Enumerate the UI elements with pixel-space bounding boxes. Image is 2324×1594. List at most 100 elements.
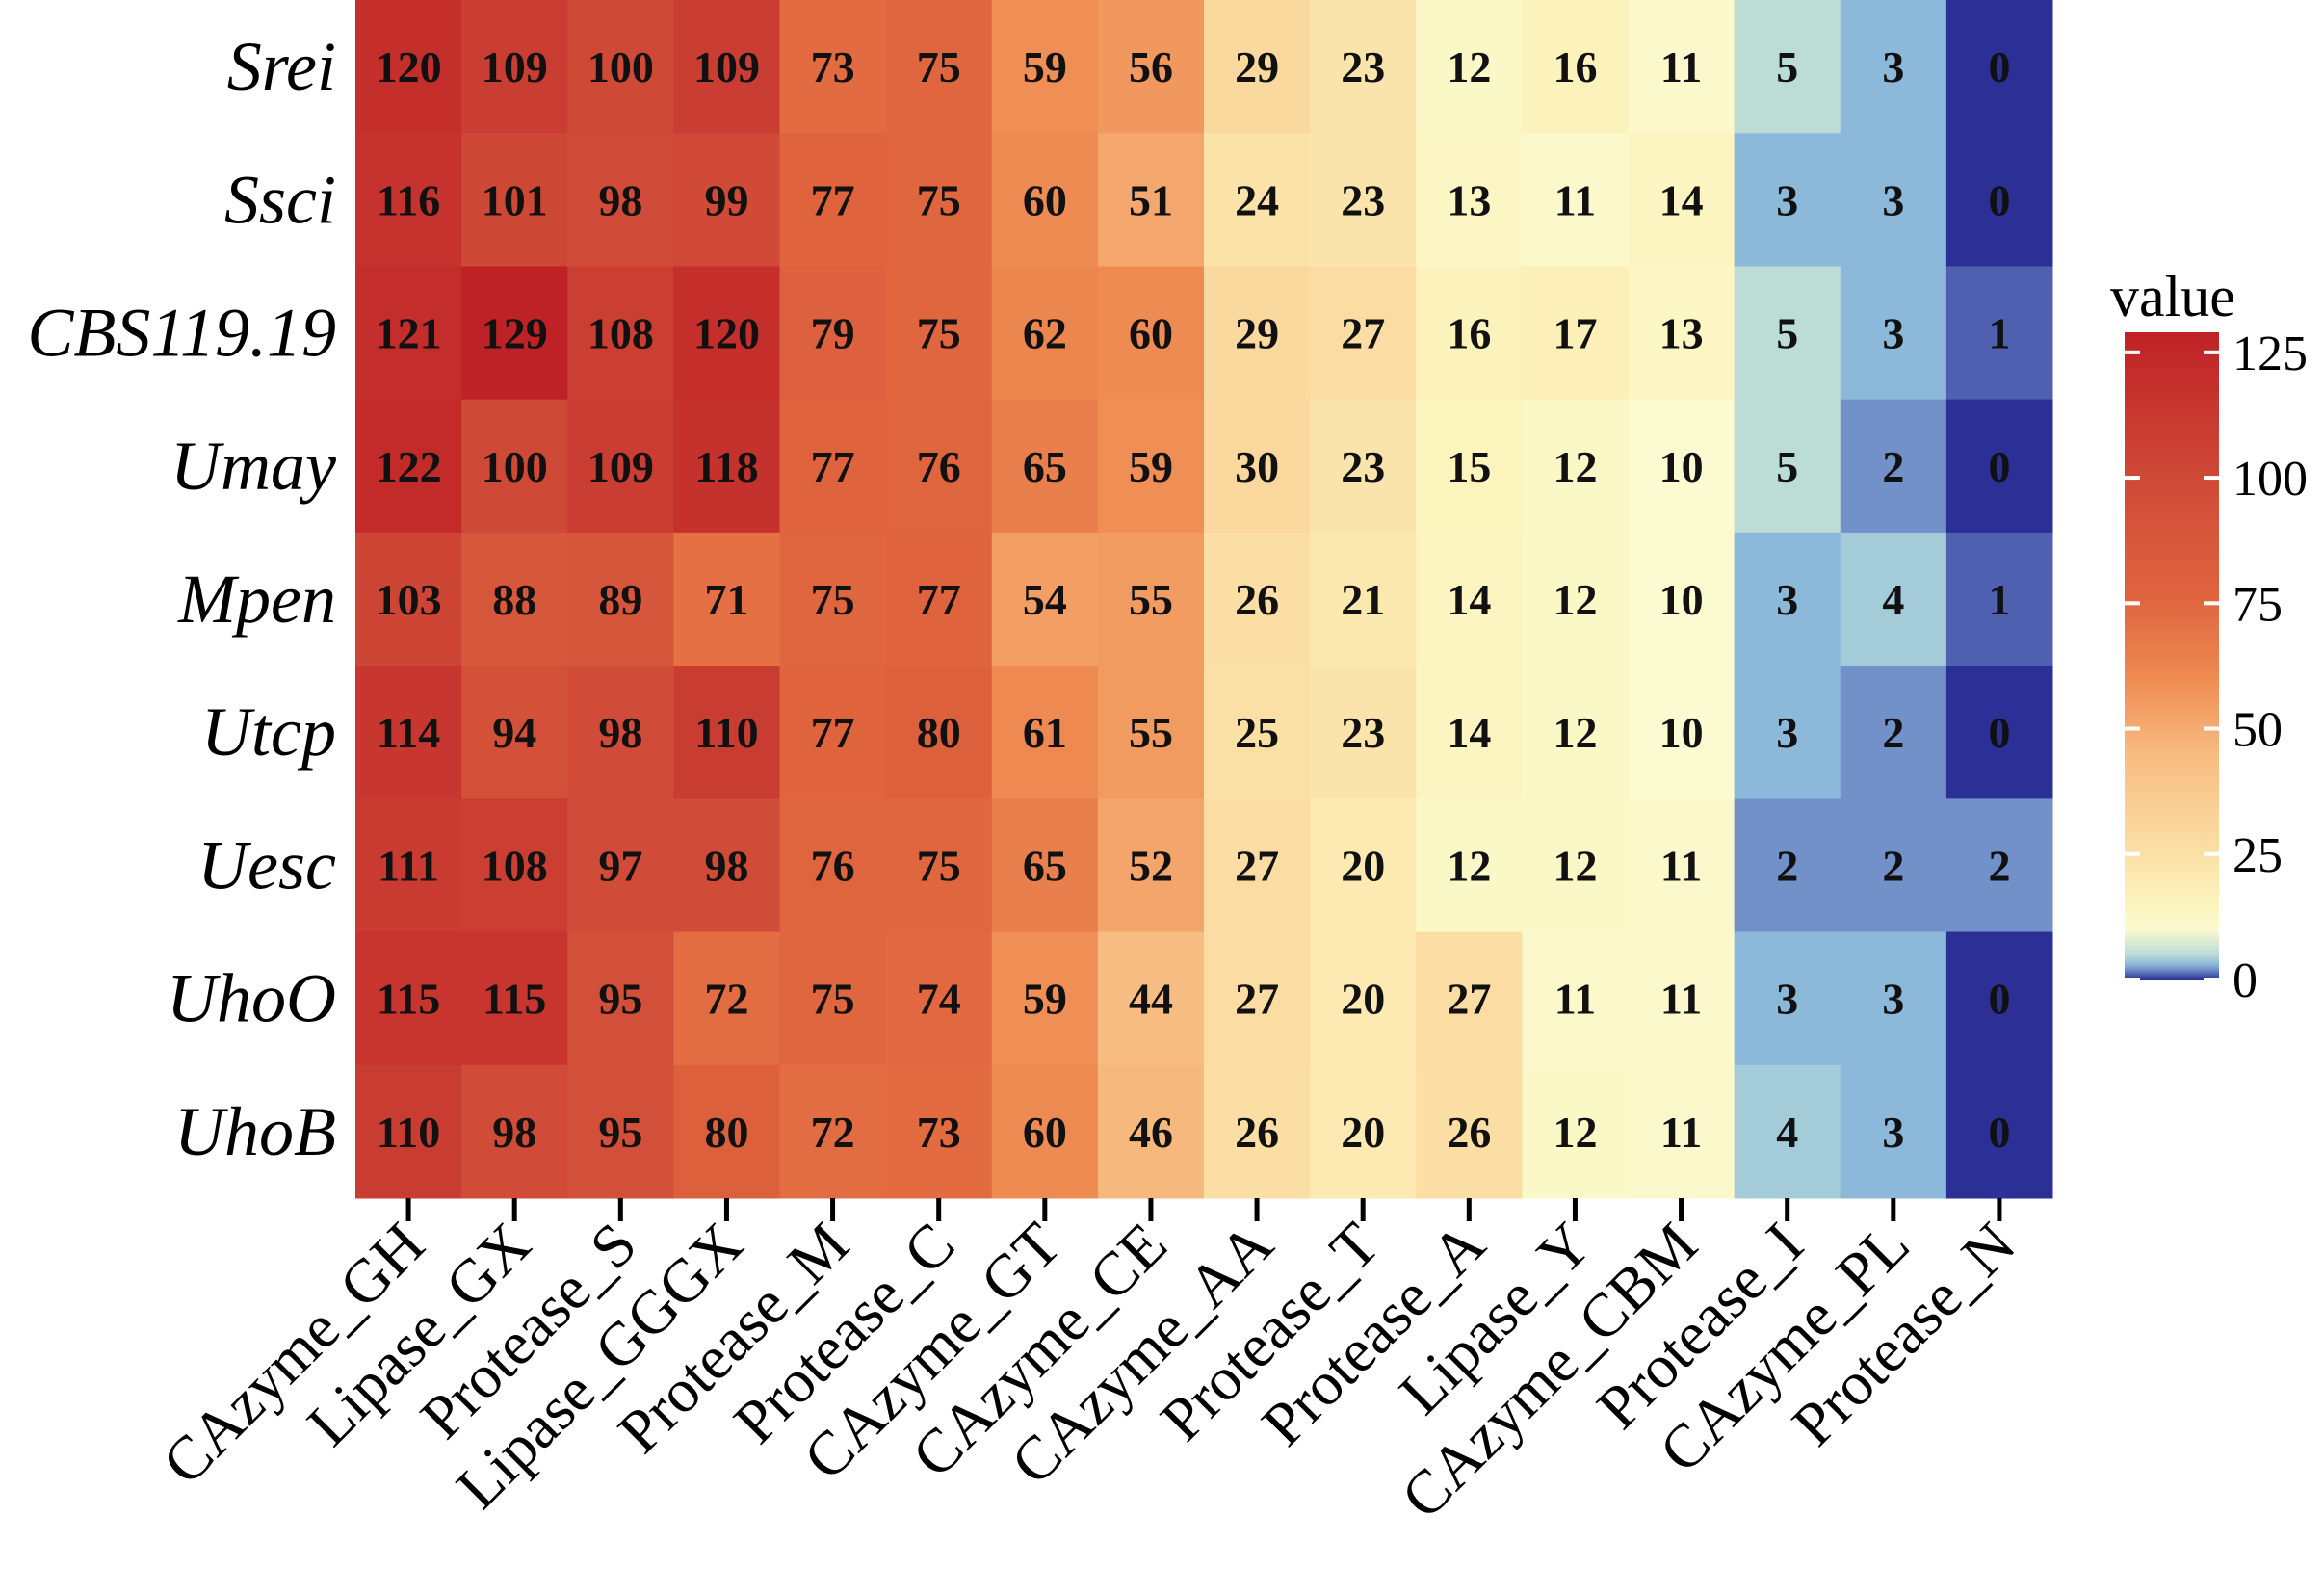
cell-value-label: 26 (1447, 1108, 1491, 1157)
heatmap-cell (1416, 399, 1523, 534)
heatmap-cell (1416, 0, 1523, 134)
heatmap-cell (673, 798, 780, 933)
heatmap-cell (1628, 1064, 1736, 1199)
cell-value-label: 14 (1447, 575, 1491, 624)
cell-value-label: 27 (1235, 841, 1279, 890)
cell-value-label: 71 (704, 575, 748, 624)
heatmap-cell (1945, 666, 2053, 799)
row-label: Uesc (197, 826, 336, 903)
cell-value-label: 11 (1660, 841, 1702, 890)
cell-value-label: 20 (1341, 841, 1385, 890)
cell-value-label: 30 (1235, 442, 1279, 491)
cell-value-label: 16 (1553, 42, 1597, 91)
row-label: Umay (170, 428, 336, 505)
cell-value-label: 51 (1129, 175, 1173, 224)
cell-value-label: 11 (1554, 975, 1596, 1024)
cell-value-label: 23 (1341, 175, 1385, 224)
cell-value-label: 115 (377, 975, 440, 1024)
legend-tick-label: 0 (2233, 954, 2258, 1008)
cell-value-label: 5 (1776, 309, 1798, 358)
heatmap-cell (1945, 0, 2053, 134)
heatmap-cell (1204, 931, 1311, 1066)
heatmap-cell (779, 666, 887, 799)
cell-value-label: 24 (1235, 175, 1279, 224)
heatmap-cell (1097, 399, 1205, 534)
cell-value-label: 23 (1341, 708, 1385, 757)
cell-value-label: 60 (1129, 309, 1173, 358)
cell-value-label: 4 (1882, 575, 1904, 624)
cell-value-label: 3 (1776, 708, 1798, 757)
heatmap-cell (1945, 133, 2053, 267)
heatmap-cell (1310, 931, 1417, 1066)
cell-value-label: 0 (1988, 975, 2010, 1024)
heatmap-cell (1840, 266, 1947, 401)
heatmap-cell (461, 399, 568, 534)
heatmap-cell (461, 133, 568, 267)
row-label: CBS119.19 (27, 295, 336, 372)
heatmap-cell (1097, 266, 1205, 401)
cell-value-label: 14 (1447, 708, 1491, 757)
cell-value-label: 0 (1988, 1108, 2010, 1157)
heatmap-cell (991, 931, 1099, 1066)
row-label: Mpen (177, 561, 336, 638)
cell-value-label: 103 (376, 575, 442, 624)
heatmap-cell (1097, 931, 1205, 1066)
cell-value-label: 129 (482, 309, 548, 358)
cell-value-label: 11 (1554, 175, 1596, 224)
cell-value-label: 26 (1235, 575, 1279, 624)
cell-value-label: 98 (598, 175, 642, 224)
cell-value-label: 0 (1988, 42, 2010, 91)
heatmap-cell (355, 666, 462, 799)
heatmap-cell (779, 133, 887, 267)
cell-value-label: 98 (598, 708, 642, 757)
cell-value-label: 61 (1023, 708, 1067, 757)
legend-tick-label: 125 (2233, 327, 2308, 381)
heatmap-cell (673, 133, 780, 267)
cell-value-label: 115 (483, 975, 546, 1024)
heatmap-cell (1310, 798, 1417, 933)
heatmap-cell (991, 1064, 1099, 1199)
cell-value-label: 75 (811, 975, 855, 1024)
heatmap-cell (1628, 399, 1736, 534)
row-label: UhoO (167, 960, 336, 1037)
heatmap-cell (1734, 1064, 1841, 1199)
row-labels: Srei Ssci CBS119.19 Umay Mpen Utcp Uesc UhoO Uho… (27, 28, 336, 1170)
heatmap-cell (991, 666, 1099, 799)
cell-value-label: 95 (598, 975, 642, 1024)
heatmap-cell (567, 0, 674, 134)
heatmap-cell (567, 798, 674, 933)
cell-value-label: 12 (1553, 841, 1597, 890)
heatmap-cell (1204, 133, 1311, 267)
cell-value-label: 16 (1447, 309, 1491, 358)
cell-value-label: 44 (1129, 975, 1173, 1024)
heatmap-cell (1840, 532, 1947, 666)
cell-value-label: 75 (811, 575, 855, 624)
cell-value-label: 23 (1341, 442, 1385, 491)
heatmap-cell (1416, 266, 1523, 401)
cell-value-label: 26 (1235, 1108, 1279, 1157)
cell-value-label: 27 (1341, 309, 1385, 358)
cell-value-label: 29 (1235, 42, 1279, 91)
heatmap-cell (673, 532, 780, 666)
cell-value-label: 1 (1988, 575, 2010, 624)
cell-value-label: 20 (1341, 975, 1385, 1024)
cell-value-label: 15 (1447, 442, 1491, 491)
cell-value-label: 65 (1023, 841, 1067, 890)
cell-value-label: 120 (693, 309, 760, 358)
cell-value-label: 62 (1023, 309, 1067, 358)
heatmap-cell (1840, 666, 1947, 799)
cell-value-label: 1 (1988, 309, 2010, 358)
cell-value-label: 98 (704, 841, 748, 890)
cell-value-label: 94 (492, 708, 536, 757)
heatmap-cell (1416, 1064, 1523, 1199)
heatmap-cell (1204, 798, 1311, 933)
heatmap-cell (1310, 0, 1417, 134)
heatmap-cell (1097, 0, 1205, 134)
heatmap-cell (779, 0, 887, 134)
cell-value-label: 74 (917, 975, 961, 1024)
cell-value-label: 2 (1776, 841, 1798, 890)
cell-value-label: 27 (1447, 975, 1491, 1024)
heatmap-cell (1734, 133, 1841, 267)
